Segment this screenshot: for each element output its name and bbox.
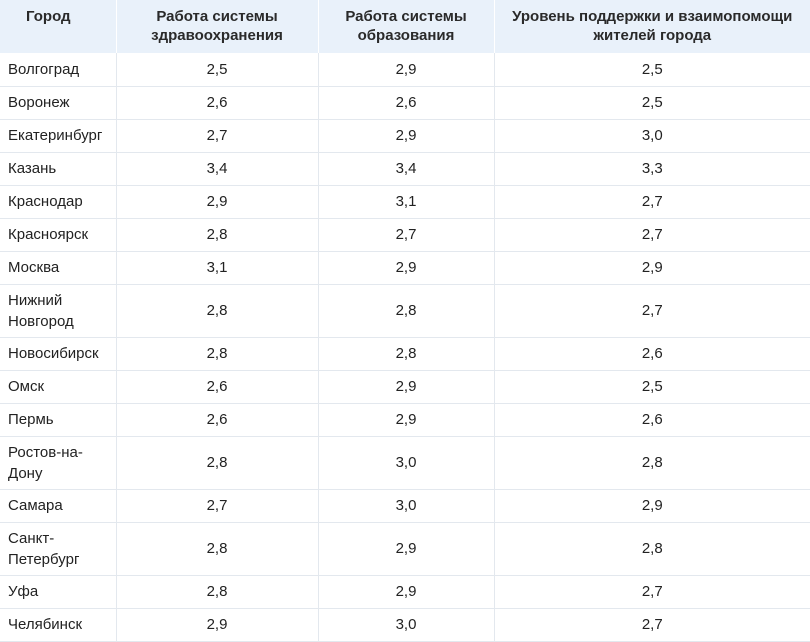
cell-health: 2,8 bbox=[115, 575, 318, 609]
table-row: Воронеж 2,6 2,6 2,5 bbox=[0, 86, 810, 120]
table-row: Уфа 2,8 2,9 2,7 bbox=[0, 575, 810, 609]
cell-education: 3,1 bbox=[317, 185, 494, 219]
table-row: Волгоград 2,5 2,9 2,5 bbox=[0, 53, 810, 87]
table-row: Нижний Новгород 2,8 2,8 2,7 bbox=[0, 284, 810, 338]
cell-support: 2,7 bbox=[493, 218, 810, 252]
header-health: Работа системы здравоохранения bbox=[115, 0, 318, 53]
cell-education: 2,8 bbox=[317, 284, 494, 338]
cell-support: 2,7 bbox=[493, 575, 810, 609]
table-row: Красноярск 2,8 2,7 2,7 bbox=[0, 218, 810, 252]
cell-health: 2,7 bbox=[115, 489, 318, 523]
cell-health: 2,9 bbox=[115, 185, 318, 219]
cell-city: Краснодар bbox=[0, 185, 116, 219]
cell-support: 2,8 bbox=[493, 436, 810, 490]
cell-city: Омск bbox=[0, 370, 116, 404]
cell-health: 2,6 bbox=[115, 86, 318, 120]
cell-health: 3,4 bbox=[115, 152, 318, 186]
cell-health: 2,8 bbox=[115, 436, 318, 490]
cell-support: 2,8 bbox=[493, 522, 810, 576]
cell-education: 2,9 bbox=[317, 370, 494, 404]
cell-health: 2,6 bbox=[115, 403, 318, 437]
table-row: Ростов-на-Дону 2,8 3,0 2,8 bbox=[0, 436, 810, 490]
table-header: Город Работа системы здравоохранения Раб… bbox=[0, 0, 810, 53]
cell-support: 3,3 bbox=[493, 152, 810, 186]
cell-education: 2,6 bbox=[317, 86, 494, 120]
header-row: Город Работа системы здравоохранения Раб… bbox=[0, 0, 810, 53]
cell-support: 2,9 bbox=[493, 251, 810, 285]
cell-city: Екатеринбург bbox=[0, 119, 116, 153]
cell-support: 2,5 bbox=[493, 86, 810, 120]
cell-health: 3,1 bbox=[115, 251, 318, 285]
cell-support: 2,9 bbox=[493, 489, 810, 523]
table-row: Пермь 2,6 2,9 2,6 bbox=[0, 403, 810, 437]
cell-education: 3,0 bbox=[317, 608, 494, 642]
cell-education: 3,0 bbox=[317, 489, 494, 523]
table-row: Краснодар 2,9 3,1 2,7 bbox=[0, 185, 810, 219]
header-city: Город bbox=[0, 0, 116, 53]
cell-support: 2,7 bbox=[493, 608, 810, 642]
cell-city: Волгоград bbox=[0, 53, 116, 87]
cell-education: 2,9 bbox=[317, 575, 494, 609]
cell-health: 2,8 bbox=[115, 218, 318, 252]
cell-support: 2,7 bbox=[493, 185, 810, 219]
cell-support: 2,6 bbox=[493, 337, 810, 371]
cell-education: 2,9 bbox=[317, 119, 494, 153]
cell-education: 3,0 bbox=[317, 436, 494, 490]
table-row: Челябинск 2,9 3,0 2,7 bbox=[0, 608, 810, 642]
cell-support: 2,7 bbox=[493, 284, 810, 338]
cell-city: Уфа bbox=[0, 575, 116, 609]
table-row: Новосибирск 2,8 2,8 2,6 bbox=[0, 337, 810, 371]
cell-city: Новосибирск bbox=[0, 337, 116, 371]
cell-education: 2,7 bbox=[317, 218, 494, 252]
cell-education: 2,8 bbox=[317, 337, 494, 371]
cell-health: 2,8 bbox=[115, 522, 318, 576]
cell-education: 2,9 bbox=[317, 53, 494, 87]
cell-support: 2,6 bbox=[493, 403, 810, 437]
table-row: Казань 3,4 3,4 3,3 bbox=[0, 152, 810, 186]
cell-education: 3,4 bbox=[317, 152, 494, 186]
cell-education: 2,9 bbox=[317, 522, 494, 576]
cell-city: Москва bbox=[0, 251, 116, 285]
cell-city: Казань bbox=[0, 152, 116, 186]
cell-city: Красноярск bbox=[0, 218, 116, 252]
table-row: Омск 2,6 2,9 2,5 bbox=[0, 370, 810, 404]
table-body: Волгоград 2,5 2,9 2,5 Воронеж 2,6 2,6 2,… bbox=[0, 53, 810, 642]
header-support: Уровень поддержки и взаимопомощи жителей… bbox=[493, 0, 810, 53]
cell-health: 2,6 bbox=[115, 370, 318, 404]
table-row: Самара 2,7 3,0 2,9 bbox=[0, 489, 810, 523]
cell-support: 2,5 bbox=[493, 53, 810, 87]
cell-support: 2,5 bbox=[493, 370, 810, 404]
cell-support: 3,0 bbox=[493, 119, 810, 153]
cell-health: 2,8 bbox=[115, 337, 318, 371]
cell-city: Челябинск bbox=[0, 608, 116, 642]
cell-health: 2,9 bbox=[115, 608, 318, 642]
cell-city: Воронеж bbox=[0, 86, 116, 120]
cell-city: Самара bbox=[0, 489, 116, 523]
table-row: Санкт-Петербург 2,8 2,9 2,8 bbox=[0, 522, 810, 576]
header-education: Работа системы образования bbox=[317, 0, 494, 53]
cell-education: 2,9 bbox=[317, 251, 494, 285]
table-row: Москва 3,1 2,9 2,9 bbox=[0, 251, 810, 285]
cell-education: 2,9 bbox=[317, 403, 494, 437]
cell-city: Нижний Новгород bbox=[0, 284, 116, 338]
cell-health: 2,5 bbox=[115, 53, 318, 87]
cell-health: 2,8 bbox=[115, 284, 318, 338]
cell-city: Ростов-на-Дону bbox=[0, 436, 116, 490]
cell-city: Пермь bbox=[0, 403, 116, 437]
cell-city: Санкт-Петербург bbox=[0, 522, 116, 576]
table-row: Екатеринбург 2,7 2,9 3,0 bbox=[0, 119, 810, 153]
cell-health: 2,7 bbox=[115, 119, 318, 153]
